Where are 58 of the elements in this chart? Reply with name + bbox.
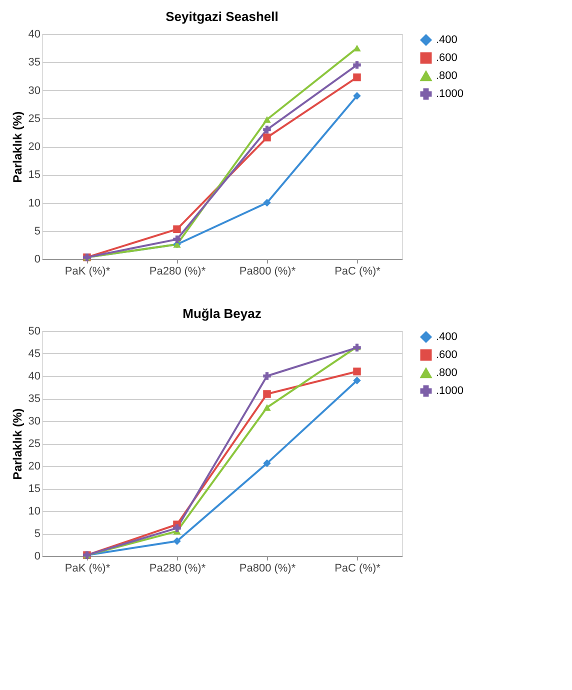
chart-title: Seyitgazi Seashell xyxy=(166,9,278,24)
y-tick-label: 5 xyxy=(34,225,40,238)
point xyxy=(173,537,181,546)
point xyxy=(263,134,271,142)
y-tick-label: 25 xyxy=(28,112,40,125)
x-tick-label: Pa280 (%)* xyxy=(149,562,206,574)
y-axis-title: Parlaklık (%) xyxy=(10,111,24,183)
point xyxy=(353,376,361,384)
y-axis-title: Parlaklık (%) xyxy=(10,408,24,480)
y-tick-label: 35 xyxy=(28,393,40,405)
legend-label: .400 xyxy=(436,331,458,343)
y-tick-label: 30 xyxy=(28,84,40,97)
point xyxy=(173,235,181,244)
y-tick-label: 0 xyxy=(34,254,40,266)
point xyxy=(353,368,361,376)
y-tick-label: 15 xyxy=(28,169,40,182)
point xyxy=(263,459,271,468)
y-tick-label: 45 xyxy=(28,348,40,360)
point xyxy=(263,372,271,380)
point xyxy=(263,404,271,411)
point xyxy=(173,225,181,234)
y-tick-label: 50 xyxy=(28,326,40,338)
point xyxy=(263,390,271,398)
legend-label: .600 xyxy=(436,349,458,361)
point xyxy=(353,92,361,100)
legend-label: .1000 xyxy=(436,88,464,100)
y-tick-label: 10 xyxy=(28,506,40,518)
y-tick-label: 0 xyxy=(34,550,40,562)
y-tick-label: 15 xyxy=(28,483,40,495)
point xyxy=(263,126,271,134)
point xyxy=(353,73,361,82)
y-tick-label: 40 xyxy=(28,370,40,382)
point xyxy=(263,116,271,123)
legend-label: .400 xyxy=(436,34,458,46)
point xyxy=(353,61,361,69)
y-tick-label: 35 xyxy=(28,56,40,69)
legend-label: .600 xyxy=(436,52,458,64)
y-tick-label: 20 xyxy=(28,460,40,472)
y-tick-label: 30 xyxy=(28,416,40,428)
x-tick-label: PaK (%)* xyxy=(64,266,111,278)
point xyxy=(173,524,181,532)
legend-label: .800 xyxy=(436,367,458,379)
legend-label: .1000 xyxy=(436,385,464,397)
y-tick-label: 10 xyxy=(28,197,40,210)
x-tick-label: PaC (%)* xyxy=(334,562,382,574)
x-tick-label: Pa280 (%)* xyxy=(149,266,206,278)
y-tick-label: 20 xyxy=(28,141,40,153)
x-tick-label: Pa800 (%)* xyxy=(239,562,296,574)
point xyxy=(263,198,271,207)
x-tick-label: PaK (%)* xyxy=(64,562,111,574)
y-tick-label: 25 xyxy=(28,438,40,450)
point xyxy=(353,44,361,52)
chart-title: Muğla Beyaz xyxy=(182,306,262,321)
legend-label: .800 xyxy=(436,70,458,82)
x-tick-label: Pa800 (%)* xyxy=(239,266,296,278)
x-tick-label: PaC (%)* xyxy=(334,266,382,278)
y-tick-label: 40 xyxy=(28,28,40,40)
y-tick-label: 5 xyxy=(34,528,40,540)
